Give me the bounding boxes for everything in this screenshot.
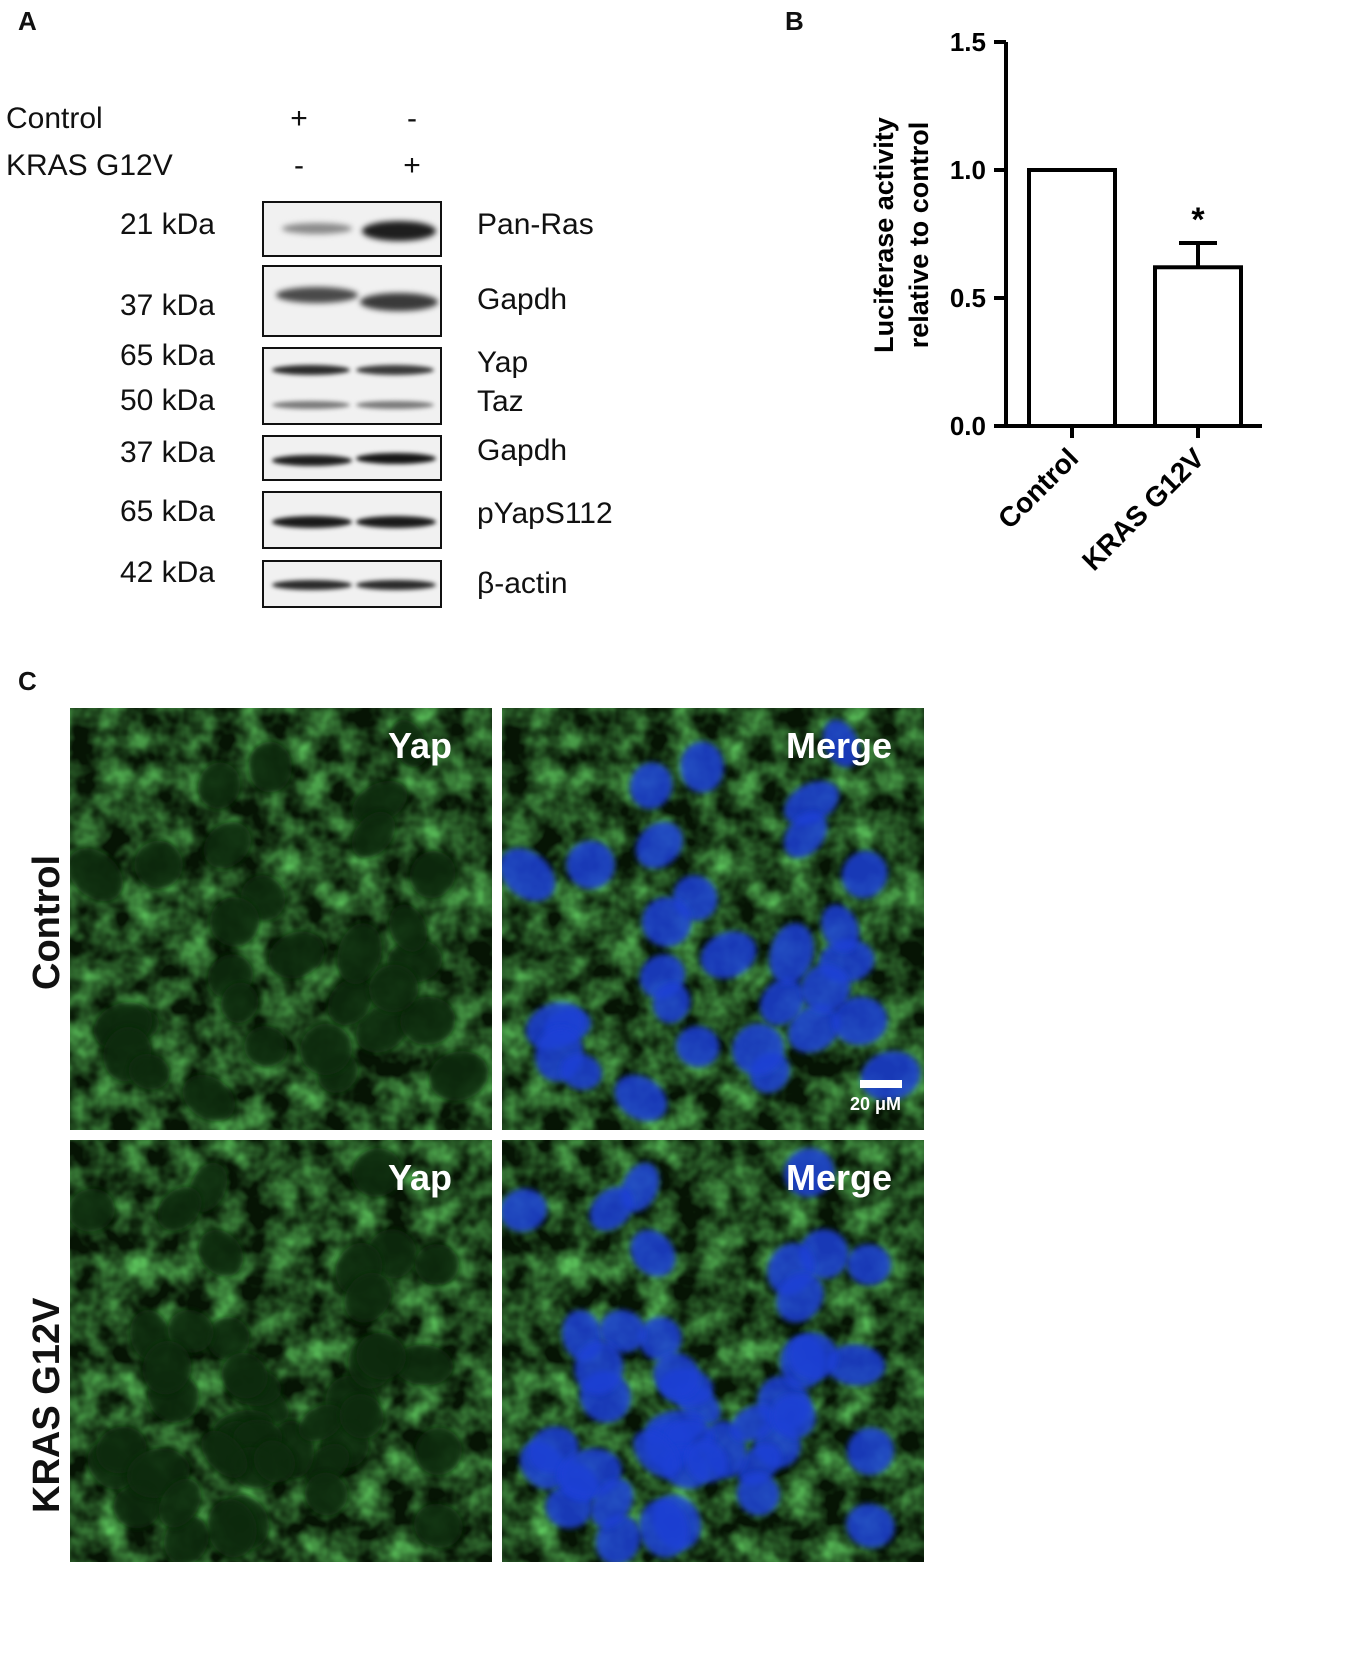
scale-bar-label: 20 μM (850, 1094, 902, 1114)
protein-label-taz: Taz (477, 385, 524, 418)
blot-gapdh-2 (262, 435, 442, 481)
micrograph-image (70, 1140, 492, 1562)
channel-label-merge: Merge (785, 1157, 892, 1198)
channel-label-yap: Yap (387, 1157, 452, 1198)
micrograph-image (502, 708, 924, 1130)
y-axis-label-line1: Luciferase activity (869, 117, 899, 353)
mw-label-taz: 50 kDa (119, 384, 215, 417)
micrograph-image (70, 708, 492, 1130)
scale-bar (860, 1080, 902, 1088)
micrograph-image (502, 1140, 924, 1562)
mw-label-pyap: 65 kDa (119, 495, 215, 528)
channel-label-yap: Yap (387, 725, 452, 766)
condition-control-label: Control (6, 102, 103, 135)
kras-lane1-sign: - (294, 149, 304, 182)
y-tick-label: 1.0 (950, 155, 986, 185)
channel-label-merge: Merge (785, 725, 892, 766)
protein-label-actin: β-actin (477, 567, 568, 600)
protein-label-pan-ras: Pan-Ras (477, 208, 594, 241)
kras-lane2-sign: + (403, 149, 421, 182)
control-lane1-sign: + (290, 102, 308, 135)
y-tick-label: 0.5 (950, 283, 986, 313)
protein-label-gapdh-2: Gapdh (477, 434, 568, 467)
y-axis-label-line2: relative to control (904, 122, 934, 349)
mw-label-actin: 42 kDa (119, 556, 215, 589)
row-label-kras: KRAS G12V (26, 1297, 68, 1513)
blot-actin (262, 560, 442, 608)
mw-label-gapdh-2: 37 kDa (119, 436, 215, 469)
y-tick-label: 0.0 (950, 411, 986, 441)
bar-1 (1153, 265, 1243, 428)
y-tick-label: 1.5 (950, 27, 986, 57)
bar-chart: Luciferase activity relative to control … (869, 27, 1262, 576)
mw-label-pan-ras: 21 kDa (119, 208, 215, 241)
significance-marker: * (1191, 201, 1205, 239)
protein-label-gapdh-1: Gapdh (477, 283, 568, 316)
blot-pyap (262, 491, 442, 549)
mw-label-gapdh-1: 37 kDa (119, 289, 215, 322)
micrograph-kras-yap: Yap (70, 1140, 492, 1562)
micrograph-control-merge: Merge 20 μM (502, 708, 924, 1130)
row-label-control: Control (26, 854, 68, 990)
blot-yap-taz (262, 347, 442, 425)
x-category-label: KRAS G12V (1076, 442, 1210, 576)
micrograph-control-yap: Yap (70, 708, 492, 1130)
x-category-label: Control (992, 442, 1084, 534)
control-lane2-sign: - (407, 102, 417, 135)
micrograph-kras-merge: Merge (502, 1140, 924, 1562)
protein-label-yap: Yap (477, 346, 529, 379)
panel-a-label: A (18, 6, 37, 36)
panel-c-label: C (18, 666, 37, 696)
condition-kras-label: KRAS G12V (6, 149, 173, 182)
protein-label-pyap: pYapS112 (477, 497, 613, 530)
blot-pan-ras (262, 201, 442, 257)
blot-gapdh-1 (262, 265, 442, 337)
mw-label-yap: 65 kDa (119, 339, 215, 372)
panel-b-label: B (785, 6, 804, 36)
bar-0 (1027, 168, 1117, 428)
